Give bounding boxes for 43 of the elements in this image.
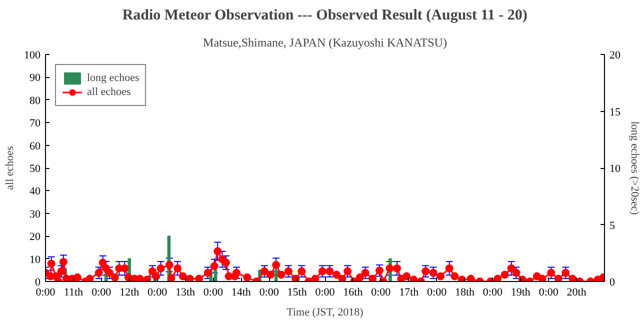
x-tick-label: 0:00	[36, 286, 56, 298]
x-tick-label: 0:00	[371, 286, 392, 298]
x-tick-label: 14th	[231, 286, 252, 298]
y2-tick-label: 10	[610, 163, 621, 175]
x-tick-label: 0:00	[203, 286, 224, 298]
x-tick-label: 16th	[343, 286, 364, 298]
y2-tick-label: 0	[610, 276, 616, 288]
x-tick-label: 0:00	[92, 286, 112, 298]
chart-subtitle: Matsue,Shimane, JAPAN (Kazuyoshi KANATSU)	[203, 36, 447, 50]
chart-title: Radio Meteor Observation --- Observed Result (August 11 - 20)	[122, 8, 528, 24]
x-axis-title: Time (JST, 2018)	[286, 306, 364, 318]
y2-tick-label: 15	[610, 106, 621, 118]
y-tick-label: 60	[30, 140, 41, 152]
x-tick-label: 15th	[287, 286, 308, 298]
x-tick-label: 18th	[454, 286, 476, 298]
y-tick-label: 70	[30, 118, 41, 130]
y2-axis-title: long echoes (>20sec)	[628, 121, 640, 216]
x-tick-label: 0:00	[259, 286, 280, 298]
y-tick-label: 50	[30, 163, 41, 175]
legend-label: all echoes	[87, 85, 131, 99]
x-tick-label: 0:00	[482, 286, 503, 298]
x-tick-label: 17th	[399, 286, 420, 298]
x-tick-label: 20th	[566, 286, 587, 298]
y-tick-label: 30	[30, 208, 41, 220]
legend-label: long echoes	[87, 71, 140, 85]
y-tick-label: 40	[30, 186, 41, 198]
x-tick-label: 11th	[64, 286, 84, 298]
y2-tick-label: 5	[610, 220, 616, 232]
x-tick-label: 12th	[120, 286, 140, 298]
y2-tick-label: 20	[610, 50, 621, 62]
y-tick-label: 100	[24, 50, 41, 62]
x-tick-label: 0:00	[148, 286, 168, 298]
x-tick-label: 13th	[175, 286, 196, 298]
y-tick-label: 90	[30, 72, 41, 84]
y-axis-title: all echoes	[4, 146, 16, 190]
x-tick-label: 0:00	[315, 286, 336, 298]
x-tick-label: 19th	[510, 286, 531, 298]
x-tick-label: 0:00	[538, 286, 559, 298]
x-tick-label: 0:00	[427, 286, 448, 298]
y-tick-label: 80	[30, 94, 41, 107]
y-tick-label: 0	[35, 276, 41, 288]
y-tick-label: 10	[30, 254, 41, 266]
y-tick-label: 20	[30, 231, 41, 244]
